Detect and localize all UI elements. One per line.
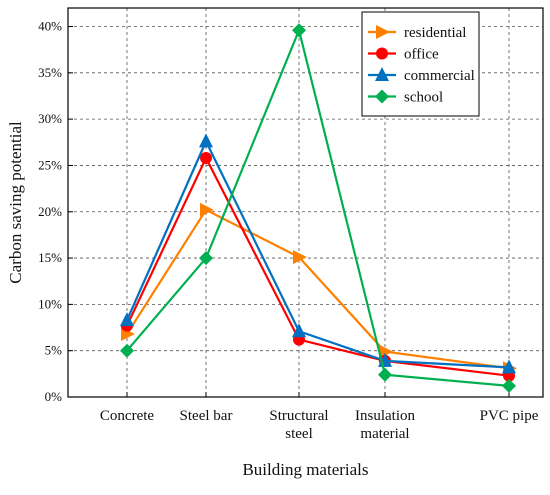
data-point-commercial [502, 359, 516, 374]
data-point-commercial [120, 312, 134, 327]
legend-item-commercial: commercial [368, 67, 475, 84]
x-axis-ticks: Concrete Steel bar Structural steel Insulati… [100, 392, 539, 442]
y-tick-label: 40% [38, 19, 62, 34]
x-tick-label: Steel bar [180, 408, 233, 424]
legend-label: commercial [404, 68, 475, 84]
x-tick-label: PVC pipe [480, 408, 539, 424]
y-axis-ticks: 0% 5% 10% 15% 20% 25% 30% 35% 40% [38, 19, 73, 404]
series-line-commercial [125, 138, 510, 369]
data-point-school [199, 251, 213, 266]
legend-marker [375, 89, 389, 104]
data-point-residential [293, 250, 307, 265]
data-point-school [120, 343, 134, 358]
y-axis-title: Carbon saving potential [6, 121, 25, 284]
y-tick-label: 25% [38, 157, 62, 172]
x-tick-label: Structural steel [269, 408, 328, 442]
legend-label: school [404, 90, 443, 106]
data-point-school [502, 378, 516, 393]
series-office [121, 152, 515, 382]
y-tick-label: 35% [38, 65, 62, 80]
legend-marker [376, 25, 390, 39]
legend-item-school: school [368, 89, 443, 106]
series-school [120, 23, 516, 393]
legend: residential office commercial school [361, 11, 480, 117]
legend-label: residential [404, 25, 466, 41]
y-tick-label: 30% [38, 111, 62, 126]
legend-item-residential: residential [368, 25, 466, 41]
y-tick-label: 5% [45, 343, 63, 358]
data-point-residential [200, 202, 214, 217]
legend-label: office [404, 47, 439, 63]
x-tick-label: Concrete [100, 408, 154, 424]
data-point-school [292, 23, 306, 38]
data-point-residential [379, 344, 393, 359]
data-point-school [378, 367, 392, 382]
legend-marker [375, 67, 389, 81]
y-tick-label: 20% [38, 204, 62, 219]
data-point-commercial [292, 323, 306, 338]
x-axis-title: Building materials [242, 460, 368, 479]
plot-frame [67, 7, 544, 398]
series-layer [120, 23, 517, 393]
y-tick-label: 15% [38, 250, 62, 265]
y-tick-label: 10% [38, 296, 62, 311]
legend-marker [376, 47, 388, 60]
y-tick-label: 0% [45, 389, 63, 404]
data-point-office [200, 152, 212, 165]
x-tick-label: Insulation material [355, 408, 415, 442]
data-point-commercial [199, 133, 213, 148]
legend-item-office: office [368, 47, 439, 63]
